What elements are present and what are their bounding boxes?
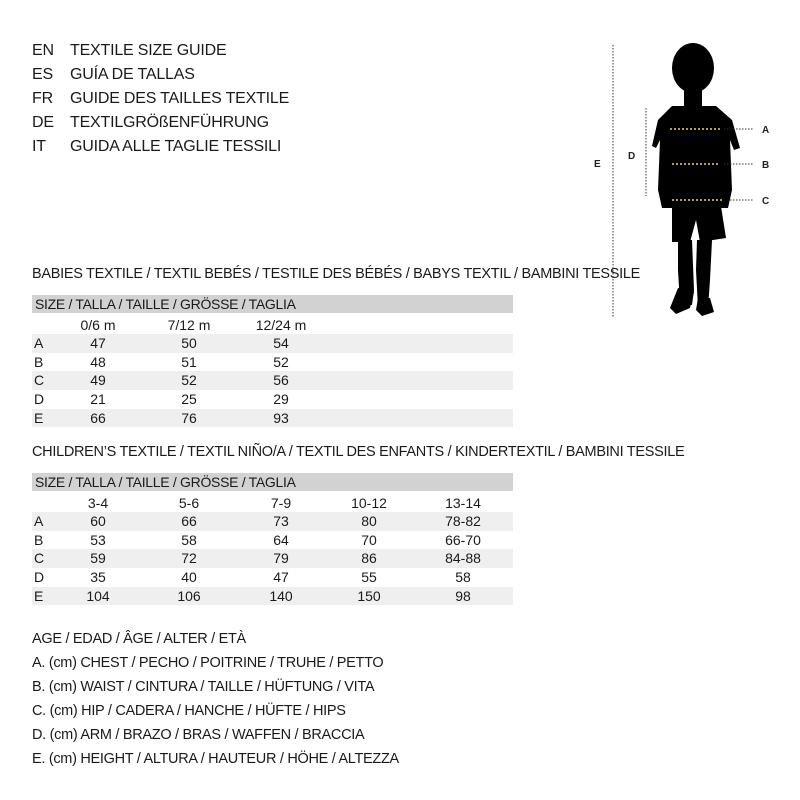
table-cell: 52 — [273, 353, 289, 370]
table-cell: 40 — [181, 569, 197, 586]
language-code: EN — [32, 42, 54, 59]
language-code: FR — [32, 90, 53, 107]
table-cell: 76 — [181, 409, 197, 426]
table-cell: 140 — [269, 587, 293, 604]
language-title: TEXTILE SIZE GUIDE — [70, 42, 227, 59]
measure-lines — [670, 128, 722, 201]
table-cell: 64 — [273, 531, 289, 548]
legend-item: C. (cm) HIP / CADERA / HANCHE / HÜFTE / … — [32, 703, 346, 719]
table-cell: 72 — [181, 550, 197, 567]
size-header-bar: SIZE / TALLA / TAILLE / GRÖSSE / TAGLIA — [32, 473, 513, 491]
table-row: D 35 40 47 55 58 — [32, 568, 513, 587]
table-cell: 79 — [273, 550, 289, 567]
table-cell: 78-82 — [445, 513, 481, 529]
label-e: E — [594, 159, 601, 170]
legend-item: D. (cm) ARM / BRAZO / BRAS / WAFFEN / BR… — [32, 727, 365, 743]
row-label: E — [34, 587, 44, 604]
table-cell: 84-88 — [445, 550, 481, 567]
guide-lines — [612, 45, 754, 318]
row-label: B — [34, 353, 44, 370]
language-title: GUIDE DES TAILLES TEXTILE — [70, 90, 290, 107]
table-cell: 70 — [361, 531, 377, 548]
table-cell: 55 — [361, 569, 377, 586]
table-cell: 86 — [361, 550, 377, 567]
table-cell: 150 — [357, 587, 381, 604]
children-section-title: CHILDREN’S TEXTILE / TEXTIL NIÑO/A / TEX… — [32, 444, 685, 460]
table-cell: 73 — [273, 513, 289, 529]
column-header-row: 3-4 5-6 7-9 10-12 13-14 — [32, 494, 513, 513]
row-label: A — [34, 335, 44, 351]
table-cell: 50 — [181, 335, 197, 351]
column-header: 3-4 — [87, 495, 109, 511]
table-cell: 47 — [90, 335, 106, 351]
row-label: A — [34, 513, 44, 529]
table-cell: 80 — [361, 513, 377, 529]
child-silhouette-figure: A B C D E — [594, 43, 769, 318]
row-label: C — [34, 372, 45, 389]
table-row: B 53 58 64 70 66-70 — [32, 531, 513, 550]
table-cell: 21 — [90, 391, 106, 408]
label-b: B — [762, 160, 769, 171]
table-row: E 66 76 93 — [32, 408, 513, 428]
table-cell: 56 — [273, 372, 289, 389]
table-cell: 66 — [90, 409, 106, 426]
language-title: TEXTILGRÖßENFÜHRUNG — [70, 114, 269, 131]
table-cell: 49 — [90, 372, 106, 389]
table-row: A 60 66 73 80 78-82 — [32, 512, 513, 531]
table-row: C 49 52 56 — [32, 371, 513, 390]
table-cell: 66 — [181, 513, 197, 529]
column-header: 10-12 — [351, 495, 387, 511]
column-header: 7/12 m — [167, 317, 211, 333]
table-cell: 104 — [86, 587, 110, 604]
language-title: GUIDA ALLE TAGLIE TESSILI — [70, 138, 282, 155]
legend-item: E. (cm) HEIGHT / ALTURA / HAUTEUR / HÖHE… — [32, 751, 399, 767]
language-title: GUÍA DE TALLAS — [70, 66, 195, 83]
table-row: E 104 106 140 150 98 — [32, 586, 513, 606]
table-cell: 48 — [90, 353, 106, 370]
language-code: DE — [32, 114, 54, 131]
row-label: B — [34, 531, 44, 548]
table-cell: 54 — [273, 335, 289, 351]
legend-item: AGE / EDAD / ÂGE / ALTER / ETÀ — [32, 631, 246, 647]
table-cell: 47 — [273, 569, 289, 586]
language-code: ES — [32, 66, 53, 83]
table-cell: 29 — [273, 391, 289, 408]
table-cell: 52 — [181, 372, 197, 389]
table-cell: 51 — [181, 353, 197, 370]
table-cell: 106 — [177, 587, 201, 604]
table-row: D 21 25 29 — [32, 390, 513, 409]
legend-item: A. (cm) CHEST / PECHO / POITRINE / TRUHE… — [32, 655, 384, 671]
row-label: D — [34, 391, 45, 408]
legend-item: B. (cm) WAIST / CINTURA / TAILLE / HÜFTU… — [32, 679, 375, 695]
column-header: 12/24 m — [255, 317, 307, 333]
table-cell: 98 — [455, 587, 471, 604]
child-silhouette — [652, 43, 740, 316]
label-a: A — [762, 125, 769, 136]
table-row: B 48 51 52 — [32, 353, 513, 372]
table-row: A 47 50 54 — [32, 334, 513, 353]
label-d: D — [628, 151, 635, 162]
column-header-row: 0/6 m 7/12 m 12/24 m — [32, 316, 513, 335]
row-label: C — [34, 550, 45, 567]
column-header: 7-9 — [270, 495, 292, 511]
table-cell: 66-70 — [445, 531, 481, 548]
language-code: IT — [32, 138, 46, 155]
table-cell: 53 — [90, 531, 106, 548]
babies-section-title: BABIES TEXTILE / TEXTIL BEBÉS / TESTILE … — [32, 266, 640, 282]
row-label: E — [34, 409, 44, 426]
column-header: 5-6 — [178, 495, 200, 511]
table-cell: 58 — [455, 569, 471, 586]
table-cell: 35 — [90, 569, 106, 586]
column-header: 13-14 — [445, 495, 481, 511]
table-cell: 60 — [90, 513, 106, 529]
label-c: C — [762, 196, 769, 207]
column-header: 0/6 m — [80, 317, 116, 333]
table-cell: 58 — [181, 531, 197, 548]
size-header-bar: SIZE / TALLA / TAILLE / GRÖSSE / TAGLIA — [32, 295, 513, 313]
table-cell: 25 — [181, 391, 197, 408]
table-cell: 93 — [273, 409, 289, 426]
row-label: D — [34, 569, 45, 586]
table-cell: 59 — [90, 550, 106, 567]
table-row: C 59 72 79 86 84-88 — [32, 549, 513, 568]
